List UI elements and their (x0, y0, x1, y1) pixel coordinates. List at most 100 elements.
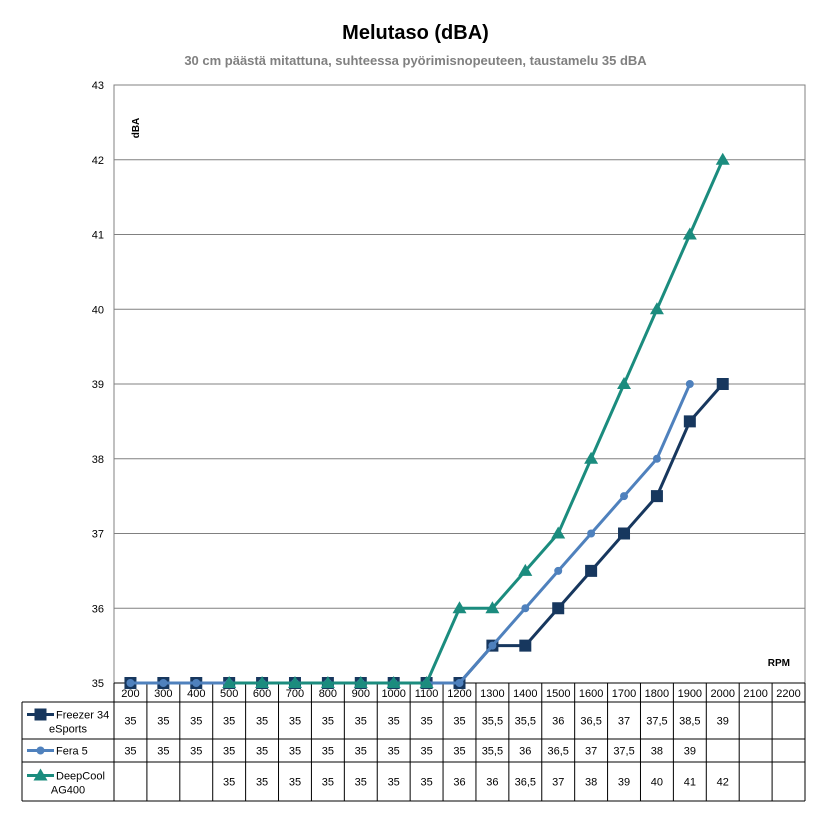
series-2-point-8 (386, 676, 401, 688)
legend-label-1-0: Fera 5 (56, 746, 88, 758)
cell-0-0: 35 (124, 716, 136, 728)
series-2-point-16 (649, 302, 664, 315)
x-tick-900: 900 (352, 688, 370, 700)
chart-subtitle: 30 cm päästä mitattuna, suhteessa pyörim… (184, 53, 647, 68)
cell-0-13: 36 (552, 716, 564, 728)
series-line-2 (229, 159, 725, 685)
legend-label-0-0: Freezer 34 (56, 710, 109, 722)
cell-0-12: 35,5 (515, 716, 536, 728)
cell-2-4: 35 (256, 777, 268, 789)
y-tick-43: 43 (92, 80, 104, 92)
cell-0-5: 35 (289, 716, 301, 728)
series-2-point-18 (715, 152, 730, 165)
cell-0-7: 35 (355, 716, 367, 728)
cell-1-13: 36,5 (548, 746, 569, 758)
y-tick-42: 42 (92, 155, 104, 167)
x-axis-label: RPM (768, 658, 790, 669)
cell-0-1: 35 (157, 716, 169, 728)
x-tick-1700: 1700 (612, 688, 636, 700)
legend-item-2: DeepCool AG400 (27, 768, 105, 797)
gridlines (114, 159, 805, 609)
cell-1-1: 35 (157, 746, 169, 758)
series-1-point-2 (192, 679, 201, 687)
cell-2-12: 36,5 (515, 777, 536, 789)
series-1-point-10 (455, 679, 464, 687)
series-1-point-17 (685, 380, 694, 388)
x-tick-1400: 1400 (513, 688, 537, 700)
x-tick-2200: 2200 (776, 688, 800, 700)
y-tick-35: 35 (92, 678, 104, 690)
series-0-point-16 (650, 490, 663, 503)
legend-marker-2 (33, 768, 48, 781)
x-tick-2000: 2000 (710, 688, 734, 700)
x-tick-400: 400 (187, 688, 205, 700)
cell-2-3: 35 (223, 777, 235, 789)
cell-2-11: 36 (486, 777, 498, 789)
legend-item-1: Fera 5 (27, 746, 88, 758)
series-2-point-3 (222, 676, 237, 688)
cell-0-9: 35 (420, 716, 432, 728)
series-2-point-11 (485, 601, 500, 614)
cell-2-5: 35 (289, 777, 301, 789)
cell-1-6: 35 (322, 746, 334, 758)
cell-0-17: 38,5 (679, 716, 700, 728)
series-1-point-11 (488, 641, 497, 650)
x-tick-300: 300 (154, 688, 172, 700)
x-tick-1900: 1900 (678, 688, 702, 700)
series-1-point-12 (521, 604, 530, 613)
legend-label-0-1: eSports (49, 724, 87, 736)
series-1-point-13 (554, 566, 563, 575)
y-tick-40: 40 (92, 304, 104, 316)
cell-0-11: 35,5 (482, 716, 503, 728)
series-group (124, 152, 730, 689)
cell-2-18: 42 (717, 777, 729, 789)
cell-1-15: 37,5 (613, 746, 634, 758)
series-2-point-5 (287, 676, 302, 688)
cell-1-5: 35 (289, 746, 301, 758)
series-2-point-15 (617, 377, 632, 389)
cell-0-14: 36,5 (580, 716, 601, 728)
x-tick-1100: 1100 (415, 688, 439, 700)
x-tick-700: 700 (286, 688, 304, 700)
cell-0-8: 35 (388, 716, 400, 728)
cell-2-9: 35 (420, 777, 432, 789)
legend-label-2-0: DeepCool (56, 771, 105, 783)
cell-0-15: 37 (618, 716, 630, 728)
series-1-point-15 (620, 492, 629, 501)
cell-0-4: 35 (256, 716, 268, 728)
cell-1-4: 35 (256, 746, 268, 758)
series-2-point-4 (255, 676, 270, 688)
series-0-point-12 (519, 639, 532, 652)
y-tick-41: 41 (92, 230, 104, 242)
cell-1-2: 35 (190, 746, 202, 758)
x-tick-1600: 1600 (579, 688, 603, 700)
chart-title: Melutaso (dBA) (342, 22, 489, 44)
cell-0-10: 35 (453, 716, 465, 728)
series-0-point-18 (716, 378, 729, 390)
series-1-point-16 (652, 454, 661, 463)
cell-0-3: 35 (223, 716, 235, 728)
series-2-point-17 (682, 227, 697, 240)
series-1-point-0 (126, 679, 135, 687)
y-tick-36: 36 (92, 603, 104, 615)
data-table: 200 300 400 500 600 700 800 900 1000 1100 1200 1300… (21, 682, 806, 802)
cell-2-15: 39 (618, 777, 630, 789)
series-2-point-14 (584, 451, 599, 464)
series-2-point-13 (551, 526, 566, 539)
series-2-point-10 (452, 601, 467, 614)
cell-2-7: 35 (355, 777, 367, 789)
x-tick-1200: 1200 (447, 688, 471, 700)
y-tick-labels: 35 36 37 38 39 40 41 42 43 (92, 80, 104, 690)
series-0-point-15 (618, 527, 631, 540)
x-tick-200: 200 (121, 688, 139, 700)
x-tick-600: 600 (253, 688, 271, 700)
cell-2-16: 40 (651, 777, 663, 789)
series-2-point-7 (353, 676, 368, 688)
series-0-point-13 (552, 602, 565, 615)
cell-2-13: 37 (552, 777, 564, 789)
cell-2-17: 41 (684, 777, 696, 789)
x-tick-1500: 1500 (546, 688, 570, 700)
cell-1-8: 35 (388, 746, 400, 758)
legend-label-2-1: AG400 (51, 785, 85, 797)
x-tick-1000: 1000 (381, 688, 405, 700)
